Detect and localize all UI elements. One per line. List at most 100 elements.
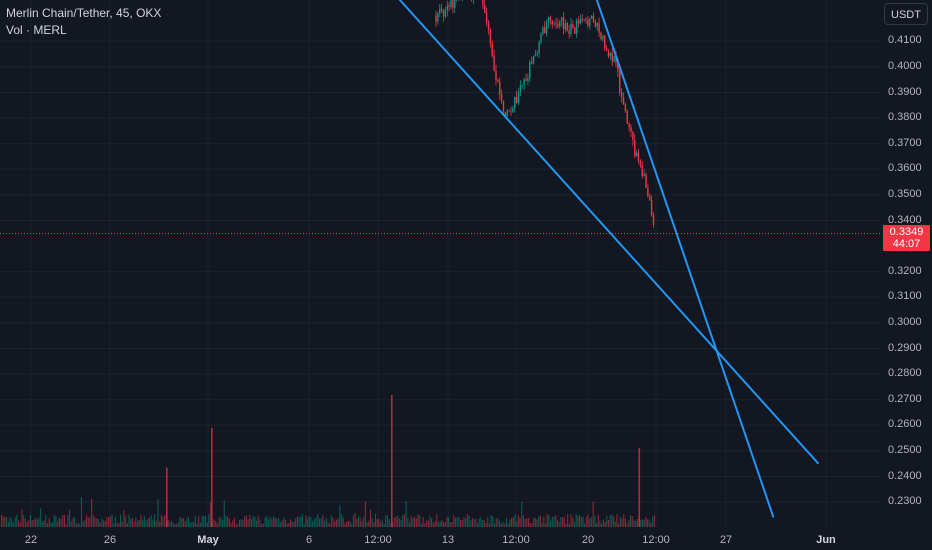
volume-bar bbox=[601, 523, 603, 527]
candle-body bbox=[622, 97, 625, 105]
volume-bar bbox=[412, 517, 414, 527]
volume-bar bbox=[96, 518, 98, 527]
volume-bar bbox=[120, 514, 122, 527]
candle-body bbox=[542, 27, 544, 34]
volume-bar bbox=[514, 514, 516, 527]
volume-bar bbox=[543, 516, 545, 527]
volume-bar bbox=[466, 514, 468, 527]
volume-bar bbox=[147, 519, 149, 527]
volume-bar bbox=[427, 520, 429, 527]
volume-bar bbox=[138, 519, 140, 527]
candle-body bbox=[544, 27, 546, 33]
volume-bar bbox=[320, 518, 322, 527]
volume-spike bbox=[166, 467, 168, 527]
volume-bar bbox=[55, 516, 57, 527]
volume-bar bbox=[453, 515, 455, 527]
candle-body bbox=[551, 20, 553, 25]
volume-bar bbox=[368, 520, 370, 527]
volume-bar bbox=[111, 514, 113, 527]
volume-bar bbox=[364, 501, 366, 527]
volume-bar bbox=[599, 520, 601, 527]
volume-bar bbox=[419, 515, 421, 527]
volume-bar bbox=[252, 515, 254, 527]
time-tick-label: 20 bbox=[581, 534, 595, 546]
volume-bar bbox=[619, 516, 621, 527]
volume-bar bbox=[568, 523, 570, 527]
time-tick-label: 26 bbox=[103, 534, 117, 546]
volume-bar bbox=[410, 516, 412, 527]
volume-bar bbox=[536, 519, 538, 527]
trendlines[interactable] bbox=[391, 0, 820, 518]
candle-body bbox=[579, 19, 582, 24]
volume-bar bbox=[48, 518, 50, 527]
candle-body bbox=[605, 48, 608, 51]
candle-body bbox=[500, 94, 503, 101]
volume-bar bbox=[70, 521, 72, 527]
volume-bar bbox=[254, 517, 256, 527]
volume-bar bbox=[201, 515, 203, 527]
volume-bar bbox=[405, 501, 407, 527]
candle-body bbox=[630, 127, 632, 132]
volume-bar bbox=[577, 515, 579, 527]
volume-bar bbox=[186, 518, 188, 527]
time-tick-label: 22 bbox=[24, 534, 38, 546]
volume-bar bbox=[573, 522, 575, 527]
volume-bar bbox=[235, 524, 237, 527]
volume-bar bbox=[317, 514, 319, 527]
volume-bar bbox=[92, 515, 94, 527]
volume-bar bbox=[16, 514, 18, 527]
currency-button[interactable]: USDT bbox=[884, 3, 928, 25]
volume-bar bbox=[288, 523, 290, 527]
candle-body bbox=[560, 17, 563, 21]
symbol-legend[interactable]: Merlin Chain/Tether, 45, OKX bbox=[6, 6, 162, 20]
volume-bar bbox=[121, 522, 123, 527]
volume-bar bbox=[415, 518, 417, 527]
volume-bar bbox=[393, 517, 395, 527]
candle-body bbox=[645, 174, 647, 188]
volume-bar bbox=[72, 518, 74, 527]
volume-bar bbox=[286, 523, 288, 527]
volume-bar bbox=[126, 523, 128, 527]
volume-bar bbox=[630, 515, 632, 527]
candle-body bbox=[504, 111, 507, 117]
volume-bar bbox=[300, 516, 302, 527]
volume-bar bbox=[624, 519, 626, 527]
candle-body bbox=[442, 9, 445, 17]
volume-legend[interactable]: Vol · MERL bbox=[6, 23, 67, 37]
volume-bar bbox=[502, 522, 504, 527]
volume-bar bbox=[335, 519, 337, 527]
volume-bar bbox=[621, 518, 623, 527]
volume-bar bbox=[162, 516, 164, 527]
volume-bar bbox=[160, 514, 162, 527]
volume-bar bbox=[31, 519, 33, 527]
volume-bar bbox=[145, 520, 147, 527]
volume-bar bbox=[582, 516, 584, 527]
candle-body bbox=[592, 15, 595, 22]
candle-body bbox=[649, 196, 651, 201]
volume-bar bbox=[91, 499, 93, 527]
volume-bar bbox=[618, 523, 620, 527]
volume-bar bbox=[232, 520, 234, 527]
candle-body bbox=[519, 85, 522, 92]
volume-bar bbox=[482, 520, 484, 527]
volume-bar bbox=[555, 515, 557, 527]
chart-legend: Merlin Chain/Tether, 45, OKX Vol · MERL bbox=[6, 5, 161, 39]
candles bbox=[435, 0, 655, 228]
volume-bar bbox=[38, 517, 40, 527]
volume-bar bbox=[325, 518, 327, 527]
volume-bar bbox=[439, 521, 441, 527]
volume-bar bbox=[7, 521, 9, 527]
candle-body bbox=[497, 79, 499, 82]
volume-bar bbox=[534, 517, 536, 527]
volume-bar bbox=[257, 515, 259, 527]
volume-bar bbox=[460, 519, 462, 527]
candle-body bbox=[508, 110, 510, 112]
volume-bar bbox=[366, 522, 368, 527]
volume-bar bbox=[242, 519, 244, 527]
volume-bar bbox=[441, 520, 443, 527]
volume-bar bbox=[524, 519, 526, 527]
candle-body bbox=[530, 62, 533, 64]
volume-bar bbox=[43, 520, 45, 527]
